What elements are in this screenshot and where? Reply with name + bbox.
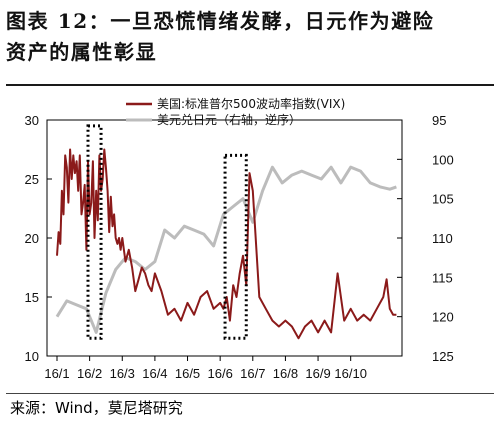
x-tick-label: 16/1 bbox=[44, 366, 69, 381]
series-layer bbox=[55, 148, 397, 340]
vix-usdjpy-chart: 10 15 20 25 30 95 100 105 110 115 120 125 16/1 16/2… bbox=[25, 96, 454, 381]
x-tick-label: 16/5 bbox=[175, 366, 200, 381]
y-left-tick-label: 20 bbox=[25, 231, 39, 246]
y-right-tick-label: 110 bbox=[432, 231, 453, 246]
x-tick-label: 16/9 bbox=[305, 366, 330, 381]
source-note: 来源：Wind，莫尼塔研究 bbox=[10, 399, 183, 417]
x-tick-label: 16/10 bbox=[334, 366, 367, 381]
x-tick-label: 16/6 bbox=[208, 366, 233, 381]
y-right-tick-label: 100 bbox=[432, 152, 454, 167]
x-tick-label: 16/2 bbox=[77, 366, 102, 381]
figure-title-line-1: 图表 12：一旦恐慌情绪发酵，日元作为避险 bbox=[6, 9, 435, 33]
series-usdjpy-line bbox=[55, 165, 397, 334]
x-tick-label: 16/3 bbox=[110, 366, 135, 381]
footer-divider bbox=[6, 393, 494, 394]
y-right-tick-label: 105 bbox=[432, 192, 454, 207]
y-right-tick-label: 95 bbox=[432, 113, 446, 128]
y-left-tick-label: 10 bbox=[25, 349, 39, 364]
y-left-tick-label: 25 bbox=[25, 172, 39, 187]
figure-title-line-2: 资产的属性彰显 bbox=[6, 40, 158, 64]
y-left-tick-label: 15 bbox=[25, 290, 39, 305]
dotted-highlight-box bbox=[223, 153, 248, 340]
x-tick-label: 16/4 bbox=[142, 366, 167, 381]
x-axis: 16/1 16/2 16/3 16/4 16/5 16/6 16/7 16/8 16/9 16/1… bbox=[44, 356, 367, 381]
legend-label-vix: 美国:标准普尔500波动率指数(VIX) bbox=[157, 96, 345, 111]
dotted-highlight-box bbox=[86, 124, 103, 340]
y-axis-left: 10 15 20 25 30 bbox=[25, 113, 52, 364]
x-tick-label: 16/8 bbox=[273, 366, 298, 381]
series-vix-line bbox=[56, 148, 397, 340]
x-tick-label: 16/7 bbox=[240, 366, 265, 381]
y-right-tick-label: 125 bbox=[432, 349, 454, 364]
y-right-tick-label: 115 bbox=[432, 270, 453, 285]
y-left-tick-label: 30 bbox=[25, 113, 39, 128]
legend: 美国:标准普尔500波动率指数(VIX)美元兑日元（右轴，逆序） bbox=[126, 96, 345, 127]
y-right-tick-label: 120 bbox=[432, 310, 454, 325]
annotation-layer bbox=[86, 124, 248, 340]
title-divider bbox=[6, 84, 494, 86]
y-axis-right: 95 100 105 110 115 120 125 bbox=[397, 113, 454, 364]
figure-title: 图表 12：一旦恐慌情绪发酵，日元作为避险 资产的属性彰显 bbox=[6, 6, 494, 68]
legend-label-usdjpy: 美元兑日元（右轴，逆序） bbox=[157, 112, 301, 127]
